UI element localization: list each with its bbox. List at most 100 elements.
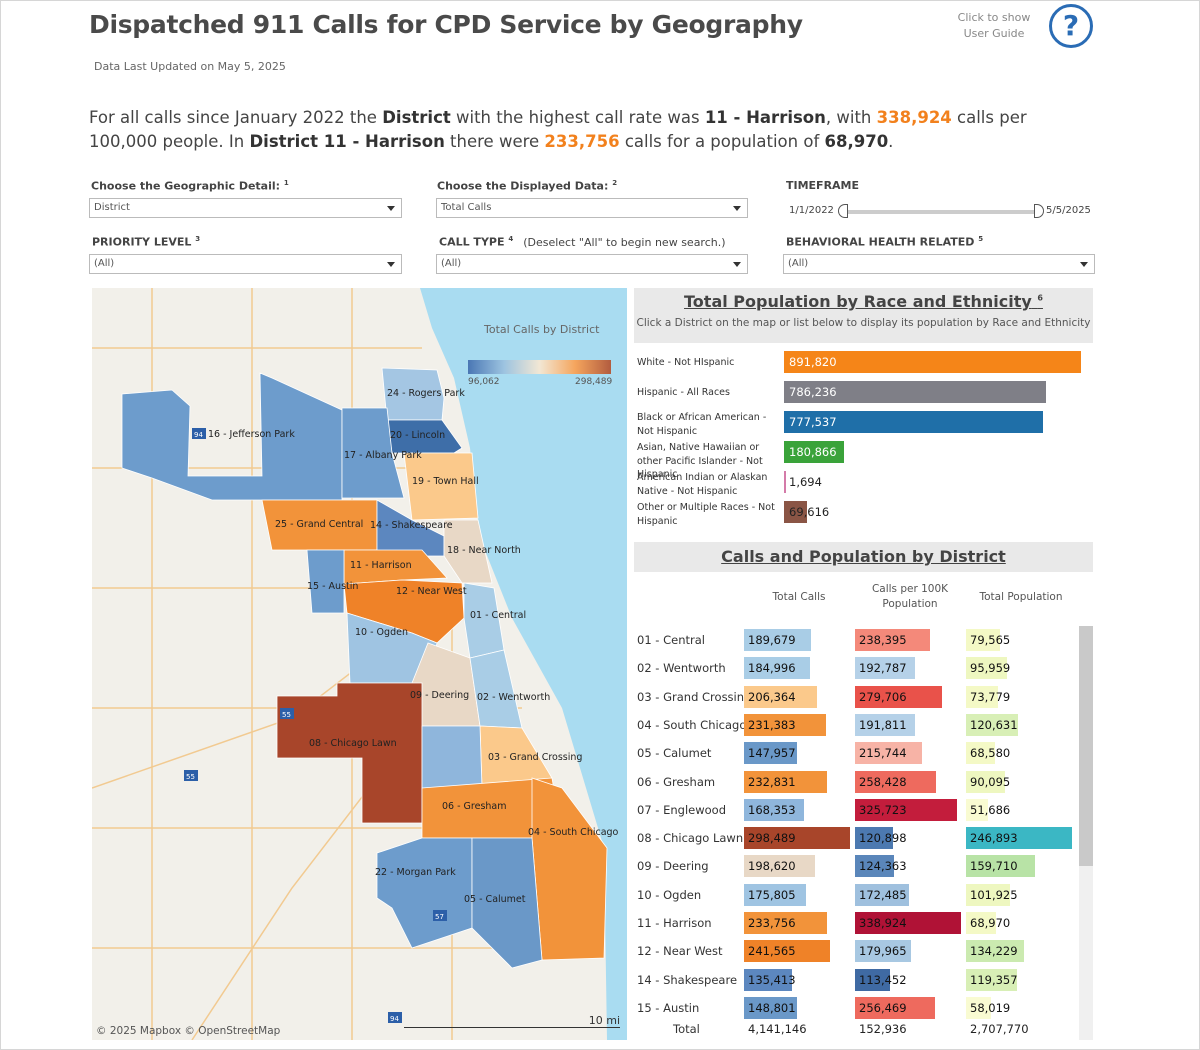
help-question-icon[interactable]: ?	[1049, 4, 1093, 48]
district-population-bar[interactable]	[966, 629, 1001, 651]
district-calls-bar[interactable]	[744, 940, 830, 963]
call-type-dropdown[interactable]: (All)	[436, 254, 748, 274]
district-calls-bar[interactable]	[744, 770, 827, 793]
district-population-bar[interactable]	[966, 742, 996, 765]
col-header-total-calls[interactable]: Total Calls	[772, 591, 826, 603]
map-label: 18 - Near North	[447, 545, 521, 556]
race-bar[interactable]	[784, 411, 1043, 433]
displayed-data-dropdown[interactable]: Total Calls	[436, 198, 748, 218]
district-16-jefferson-park	[121, 372, 343, 501]
race-bar[interactable]	[784, 501, 808, 523]
district-population-bar[interactable]	[966, 798, 989, 821]
behavioral-health-dropdown[interactable]: (All)	[783, 254, 1095, 274]
district-calls-bar[interactable]	[744, 685, 818, 708]
district-calls-bar[interactable]	[744, 657, 810, 680]
district-rate-bar[interactable]	[855, 629, 930, 651]
district-rate-bar[interactable]	[855, 657, 916, 680]
district-population-bar[interactable]	[966, 912, 996, 934]
scrollbar-thumb[interactable]	[1079, 626, 1093, 866]
col-header-calls-per-100k[interactable]: Calls per 100K Population	[871, 583, 949, 610]
geo-detail-dropdown[interactable]: District	[89, 198, 402, 218]
district-row-label[interactable]: 08 - Chicago Lawn	[637, 831, 744, 846]
interstate-shield-icon	[388, 1012, 402, 1023]
district-row-label[interactable]: 09 - Deering	[637, 859, 709, 874]
timeframe-start-handle[interactable]	[838, 204, 848, 218]
district-rate-bar[interactable]	[855, 912, 961, 934]
race-label: Asian, Native Hawaiian or other Pacific …	[637, 442, 763, 480]
district-rate-bar[interactable]	[855, 827, 893, 850]
district-calls-value: 232,831	[748, 774, 796, 789]
district-calls-bar[interactable]	[744, 742, 797, 765]
district-calls-value: 241,565	[748, 944, 796, 959]
district-row-label[interactable]: 10 - Ogden	[637, 887, 702, 902]
district-rate-bar[interactable]	[855, 770, 936, 793]
district-row-label[interactable]: 03 - Grand Crossing	[637, 689, 752, 704]
race-label: Hispanic - All Races	[637, 387, 730, 398]
map-label: 25 - Grand Central	[275, 519, 363, 530]
race-bar[interactable]	[784, 441, 845, 463]
district-15-austin	[306, 549, 345, 614]
district-population-bar[interactable]	[966, 883, 1010, 906]
district-calls-bar[interactable]	[744, 912, 827, 934]
district-rate-bar[interactable]	[855, 742, 923, 765]
district-rate-bar[interactable]	[855, 940, 912, 963]
district-population-bar[interactable]	[966, 827, 1072, 850]
timeframe-end-handle[interactable]	[1034, 204, 1044, 218]
race-label: Black or African American - Not Hispanic	[637, 412, 767, 437]
chevron-down-icon	[733, 262, 741, 267]
district-population-bar[interactable]	[966, 940, 1024, 963]
district-population-bar[interactable]	[966, 713, 1018, 736]
col-header-total-population[interactable]: Total Population	[979, 591, 1063, 603]
district-calls-bar[interactable]	[744, 827, 850, 850]
district-rate-value: 279,706	[859, 689, 907, 704]
district-row-label[interactable]: 06 - Gresham	[637, 774, 716, 789]
district-row-label[interactable]: 14 - Shakespeare	[637, 972, 738, 987]
district-population-bar[interactable]	[966, 685, 998, 708]
last-updated-text: Data Last Updated on May 5, 2025	[94, 60, 286, 73]
district-map[interactable]: 24 - Rogers Park 16 - Jefferson Park 20 …	[92, 288, 627, 1040]
district-rate-bar[interactable]	[855, 883, 909, 906]
race-bar[interactable]	[784, 351, 1081, 373]
timeframe-slider-track[interactable]	[840, 210, 1040, 214]
district-calls-bar[interactable]	[744, 968, 793, 991]
district-row-label[interactable]: 07 - Englewood	[637, 802, 726, 817]
district-rate-value: 258,428	[859, 774, 907, 789]
user-guide-link[interactable]: Click to show User Guide	[944, 10, 1044, 42]
district-rate-bar[interactable]	[855, 855, 894, 878]
district-rate-bar[interactable]	[855, 968, 891, 991]
race-bar[interactable]	[784, 471, 786, 493]
district-population-bar[interactable]	[966, 855, 1035, 878]
district-rate-bar[interactable]	[855, 798, 957, 821]
district-calls-bar[interactable]	[744, 798, 804, 821]
district-row-label[interactable]: 05 - Calumet	[637, 746, 712, 761]
district-calls-bar[interactable]	[744, 883, 807, 906]
district-calls-bar[interactable]	[744, 855, 815, 878]
district-row-label[interactable]: 11 - Harrison	[637, 916, 712, 930]
district-population-bar[interactable]	[966, 657, 1008, 680]
district-row-label[interactable]: 04 - South Chicago	[637, 717, 747, 732]
district-rate-bar[interactable]	[855, 996, 936, 1019]
district-population-bar[interactable]	[966, 996, 991, 1019]
district-row-label[interactable]: 12 - Near West	[637, 944, 723, 959]
district-population-bar[interactable]	[966, 968, 1018, 991]
district-row-label[interactable]: 02 - Wentworth	[637, 661, 726, 676]
map-attribution[interactable]: © 2025 Mapbox © OpenStreetMap	[96, 1025, 281, 1037]
district-row-label[interactable]: 15 - Austin	[637, 1000, 700, 1015]
district-calls-value: 206,364	[748, 689, 796, 704]
map-label: 15 - Austin	[307, 581, 358, 592]
district-rate-bar[interactable]	[855, 713, 915, 736]
page-title: Dispatched 911 Calls for CPD Service by …	[89, 10, 803, 39]
district-calls-bar[interactable]	[744, 629, 812, 651]
map-legend-title: Total Calls by District	[484, 323, 600, 336]
district-row-label[interactable]: 01 - Central	[637, 633, 705, 647]
priority-level-dropdown[interactable]: (All)	[89, 254, 402, 274]
total-rate: 152,936	[859, 1022, 907, 1036]
race-bar[interactable]	[784, 381, 1046, 403]
district-population-bar[interactable]	[966, 770, 1005, 793]
district-calls-bar[interactable]	[744, 996, 797, 1019]
guide-line-2: User Guide	[963, 27, 1025, 40]
chevron-down-icon	[733, 206, 741, 211]
district-calls-value: 148,801	[748, 1000, 796, 1015]
district-rate-bar[interactable]	[855, 685, 943, 708]
district-calls-bar[interactable]	[744, 713, 827, 736]
